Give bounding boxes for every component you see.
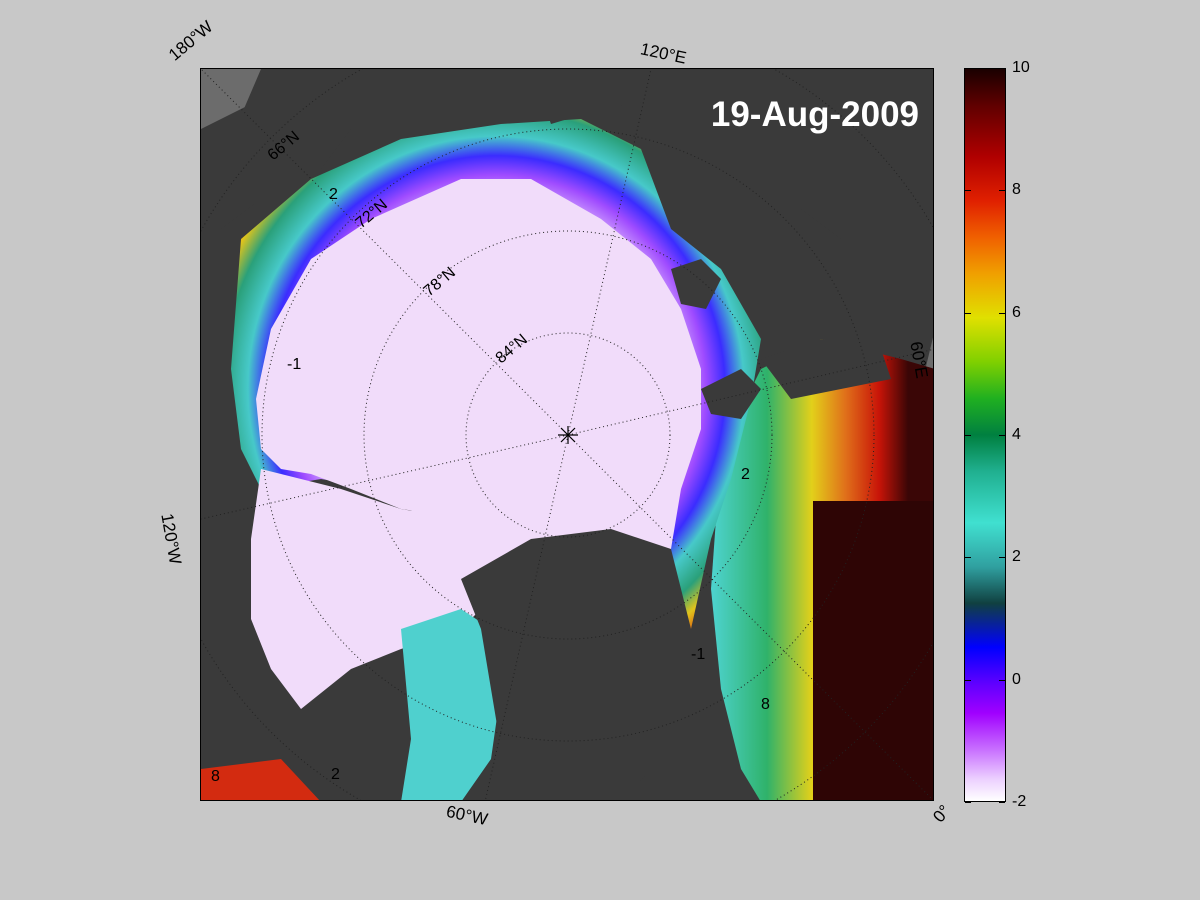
colorbar-tickmark <box>999 190 1005 192</box>
sea-ice-pack <box>256 179 701 649</box>
svalbard <box>671 259 721 309</box>
greenland <box>461 529 691 800</box>
contour-label: 2 <box>329 186 338 203</box>
meridians <box>201 69 933 800</box>
contour-label: -1 <box>287 356 301 373</box>
warmest-water <box>813 501 933 800</box>
novaya-zemlya <box>761 339 891 399</box>
labrador-warm-water <box>201 759 320 800</box>
colorbar-tickmark <box>965 802 971 803</box>
colorbar-tickmark <box>999 312 1005 314</box>
colorbar-tickmark <box>965 557 971 559</box>
colorbar-tick-label: 10 <box>1012 59 1030 76</box>
sea-surface-temperature-map: 66°N 72°N 78°N 84°N -1 -1 2 2 2 8 8 <box>201 69 933 800</box>
edge-label-180w: 180°W <box>165 17 217 65</box>
map-panel: 66°N 72°N 78°N 84°N -1 -1 2 2 2 8 8 19-A… <box>200 68 934 801</box>
date-title: 19-Aug-2009 <box>710 95 919 134</box>
colorbar-tickmark <box>999 557 1005 559</box>
colorbar-tick-label: 4 <box>1012 426 1021 443</box>
edge-label-120e: 120°E <box>638 39 689 68</box>
latitude-circles <box>201 69 933 800</box>
siberian-coast <box>531 69 933 249</box>
colorbar-tick-label: 0 <box>1012 670 1021 688</box>
alaska <box>201 89 351 239</box>
colorbar-tickmark <box>965 435 971 436</box>
colorbar-tickmark <box>999 679 1005 681</box>
franz-josef-land <box>701 369 761 419</box>
colorbar-tickmark <box>999 68 1005 69</box>
colorbar-tick-label: 8 <box>1012 181 1021 199</box>
colorbar-tickmark <box>999 435 1005 436</box>
archipelago-ice <box>251 469 521 709</box>
contour-label: 2 <box>741 466 750 483</box>
colorbar-tick-label: -2 <box>1012 793 1027 810</box>
contour-label: 8 <box>761 696 770 713</box>
edge-label-0: 0° <box>929 801 955 827</box>
baffin-bay <box>401 609 501 800</box>
colorbar-tickmark <box>965 68 971 69</box>
contour-label: 2 <box>331 766 340 783</box>
colorbar-tick-label: 2 <box>1012 548 1021 566</box>
colorbar-tickmark <box>965 190 971 192</box>
north-pole-marker <box>558 426 578 444</box>
colorbar-tickmark <box>999 802 1005 803</box>
colorbar-tick-label: 6 <box>1012 303 1021 321</box>
edge-label-120w: 120°W <box>157 512 185 566</box>
contour-label: 8 <box>211 768 220 785</box>
contour-label: -1 <box>691 646 705 663</box>
colorbar-tickmark <box>965 312 971 314</box>
edge-label-60w: 60°W <box>444 801 490 830</box>
colorbar-tickmark <box>965 679 971 681</box>
